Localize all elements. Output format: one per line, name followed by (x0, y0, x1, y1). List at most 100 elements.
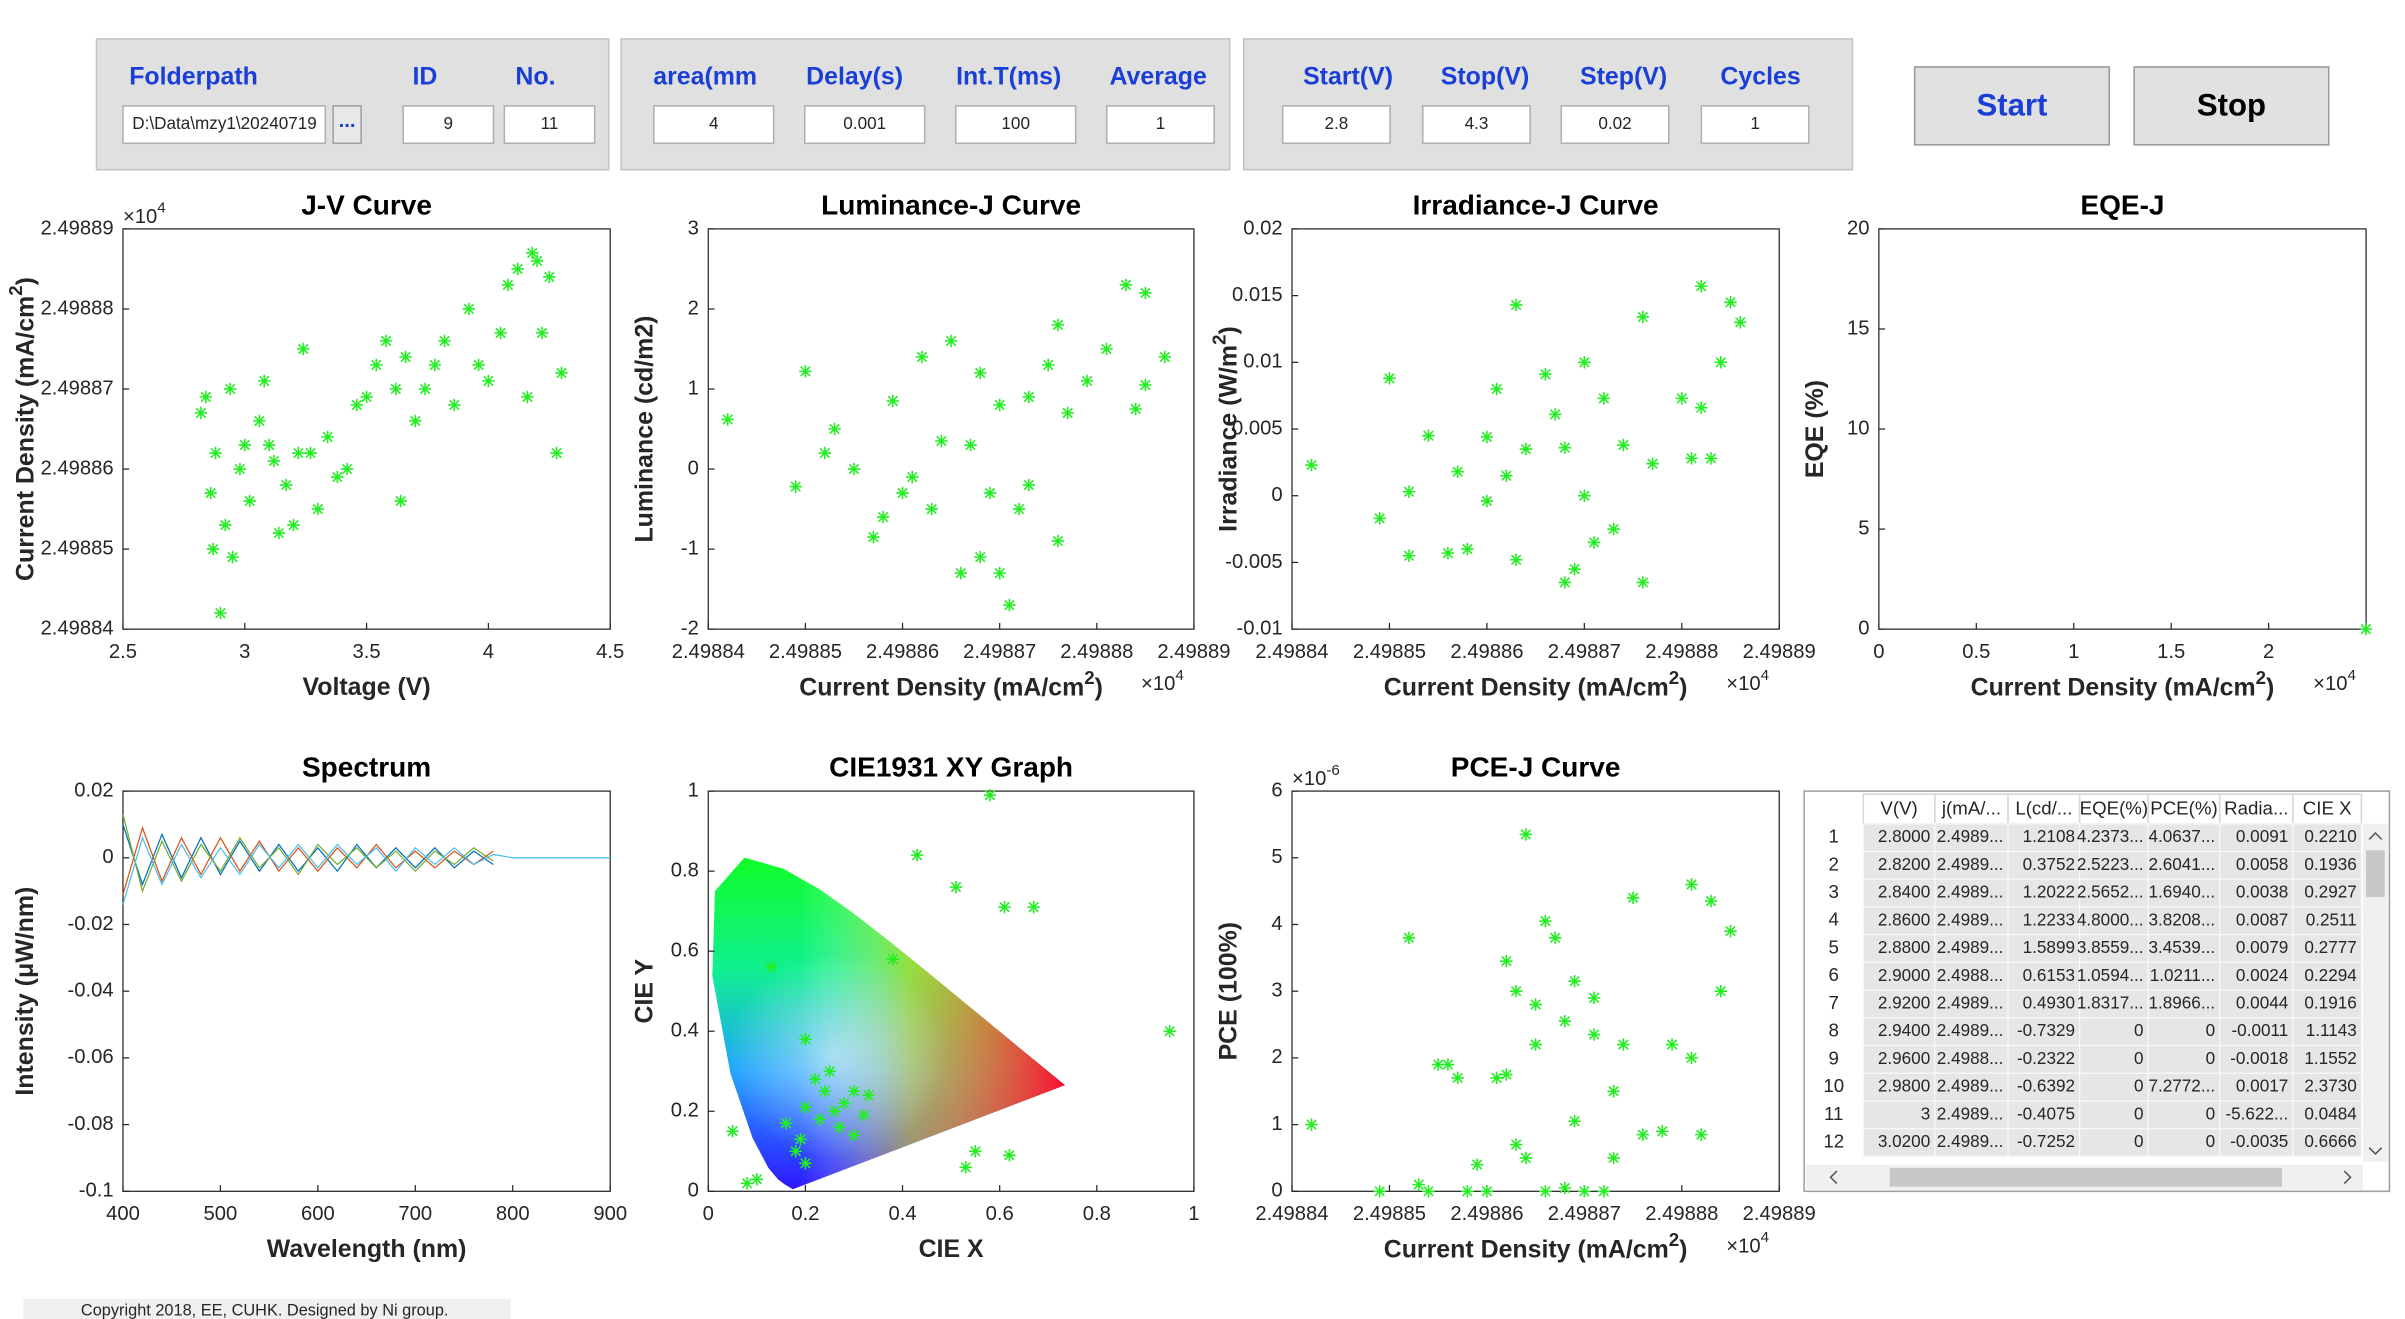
table-row-label: 5 (1829, 936, 1839, 957)
scatter-point (799, 1101, 812, 1114)
scatter-point (959, 1161, 972, 1174)
table-cell-text: -0.4075 (2017, 1104, 2075, 1123)
table-cell (1934, 934, 2009, 964)
field-label: Step(V) (1580, 62, 1667, 90)
input-value: 9 (444, 114, 454, 133)
x-multiplier-part: ×10 (1726, 674, 1760, 696)
x-tick-label: 2.49888 (1060, 641, 1133, 663)
scatter-point (1042, 358, 1055, 372)
y-tick-label: 0.6 (671, 940, 699, 962)
scatter-point (1500, 954, 1513, 968)
scatter-point (862, 1089, 875, 1102)
table-cell (2219, 1017, 2294, 1047)
y-axis-label: CIE Y (631, 959, 659, 1024)
table-cell (1934, 1128, 2009, 1158)
y-tick-label: -0.01 (1237, 617, 1283, 639)
horizontal-scroll-thumb[interactable] (1889, 1167, 2283, 1187)
scatter-point (949, 880, 963, 894)
browse-button[interactable] (332, 105, 362, 145)
x-tick-label: 2.49887 (1548, 641, 1621, 663)
action-button[interactable] (2133, 66, 2330, 146)
table-cell-text: 2.8200 (1878, 855, 1930, 874)
table-cell-text: 2.9800 (1878, 1077, 1930, 1096)
text-input[interactable] (1421, 105, 1531, 145)
scatter-point (1704, 894, 1718, 908)
scatter-point (1003, 598, 1016, 612)
y-axis-label: Irradiance (W/m2) (1208, 326, 1242, 532)
y-multiplier-part: -6 (1326, 762, 1339, 779)
table-cell-text: 2.6041... (2149, 855, 2216, 874)
y-tick-label: 6 (1271, 779, 1282, 801)
text-input[interactable] (954, 105, 1077, 145)
scatter-point (1529, 998, 1542, 1011)
table-cell-text: 0 (2134, 1021, 2144, 1040)
scatter-point (1724, 296, 1737, 309)
text-input[interactable] (653, 105, 775, 145)
scatter-point (1695, 401, 1708, 414)
scatter-point (379, 334, 393, 348)
y-tick-label: 3 (1271, 980, 1282, 1002)
table-cell (1862, 1017, 1936, 1047)
scatter-point (969, 1145, 982, 1158)
y-multiplier-part: ×10 (1292, 769, 1326, 791)
scatter-point (448, 398, 461, 412)
scatter-point (292, 446, 305, 460)
y-tick-label: 2.49884 (40, 617, 113, 639)
table-cell-text: 1.5899 (2023, 938, 2075, 957)
scatter-point (1119, 278, 1133, 292)
scatter-point (726, 1125, 739, 1138)
scatter-point (350, 398, 364, 412)
scatter-point (1558, 1014, 1572, 1028)
text-input[interactable] (1105, 105, 1215, 145)
action-button[interactable] (1913, 66, 2111, 146)
table-cell-text: 0.0079 (2236, 938, 2288, 957)
footer-bar (23, 1298, 511, 1319)
plot-area (122, 228, 611, 630)
table-cell-text: 0.2511 (2306, 910, 2357, 929)
scatter-point (886, 952, 900, 966)
scatter-point (1027, 900, 1040, 914)
table-cell-text: -0.0018 (2230, 1049, 2288, 1068)
chart-title: CIE1931 XY Graph (829, 752, 1073, 783)
scatter-point (1461, 1185, 1474, 1198)
x-tick-label: 2.49886 (866, 641, 939, 663)
scatter-point (983, 788, 997, 802)
y-tick-label: -0.02 (68, 913, 114, 935)
x-multiplier-part: 4 (1761, 1229, 1769, 1246)
scatter-point (876, 510, 890, 524)
text-input[interactable] (804, 105, 926, 145)
table-cell-text: 2.9000 (1878, 966, 1930, 985)
y-axis-label-part: Irradiance (W/m (1214, 345, 1242, 532)
table-cell (2147, 961, 2221, 991)
x-tick-label: 1 (2068, 641, 2079, 663)
scatter-point (1129, 402, 1142, 416)
table-cell (1862, 823, 1936, 853)
table-cell-text: 0.4930 (2023, 993, 2075, 1012)
y-multiplier-part: 4 (157, 200, 165, 217)
vertical-scroll-thumb[interactable] (2366, 850, 2385, 897)
table-cell (2292, 934, 2363, 964)
scatter-point (199, 390, 213, 404)
y-tick-label: 10 (1847, 417, 1870, 439)
table-cell-text: 2.4989... (1937, 938, 2004, 957)
table-cell (2007, 850, 2081, 880)
x-axis-label-part: 2 (1084, 667, 1094, 688)
scatter-point (1373, 512, 1386, 525)
scatter-point (1139, 286, 1152, 300)
y-tick-label: 0 (688, 457, 699, 479)
y-tick-label: 3 (688, 217, 699, 239)
table-cell-text: 4.8000... (2077, 910, 2144, 929)
table-cell-text: 0.0087 (2236, 910, 2288, 929)
text-input[interactable] (122, 105, 327, 145)
text-input[interactable] (1560, 105, 1670, 145)
x-tick-label: 2.49887 (963, 641, 1036, 663)
text-input[interactable] (402, 105, 495, 145)
scatter-point (1539, 368, 1552, 381)
text-input[interactable] (1281, 105, 1391, 145)
text-input[interactable] (503, 105, 596, 145)
field-label: No. (515, 62, 555, 90)
input-value: 11 (541, 114, 559, 133)
text-input[interactable] (1700, 105, 1810, 145)
scatter-point (740, 1177, 754, 1190)
scatter-point (223, 382, 237, 396)
